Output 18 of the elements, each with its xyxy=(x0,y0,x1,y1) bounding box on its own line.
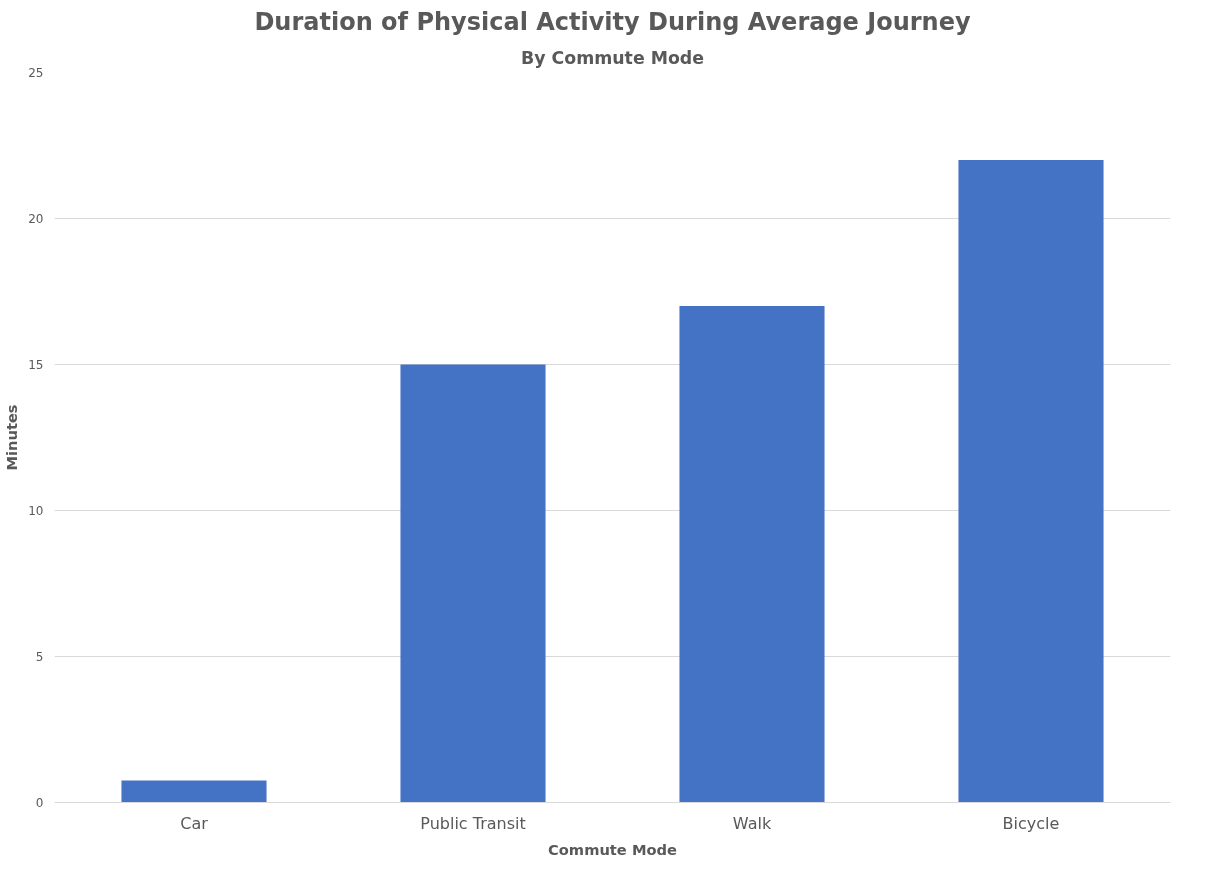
y-tick-label: 20 xyxy=(28,212,44,226)
x-tick-label: Walk xyxy=(732,813,772,833)
bar xyxy=(121,780,267,803)
y-axis-title: Minutes xyxy=(3,404,21,471)
bar xyxy=(400,364,546,803)
y-tick-label: 15 xyxy=(28,358,44,372)
x-tick-label: Car xyxy=(180,813,209,833)
y-tick-label: 5 xyxy=(35,650,44,664)
y-tick-label: 0 xyxy=(35,796,44,810)
chart-title: Duration of Physical Activity During Average Journey xyxy=(254,7,971,36)
x-axis-title: Commute Mode xyxy=(548,840,678,858)
bar xyxy=(679,306,825,803)
x-tick-label: Bicycle xyxy=(1002,813,1060,833)
x-tick-label: Public Transit xyxy=(420,813,526,833)
chart-subtitle: By Commute Mode xyxy=(521,47,704,68)
y-tick-label: 10 xyxy=(28,504,44,518)
y-tick-label: 25 xyxy=(28,66,44,80)
bar xyxy=(958,160,1104,803)
